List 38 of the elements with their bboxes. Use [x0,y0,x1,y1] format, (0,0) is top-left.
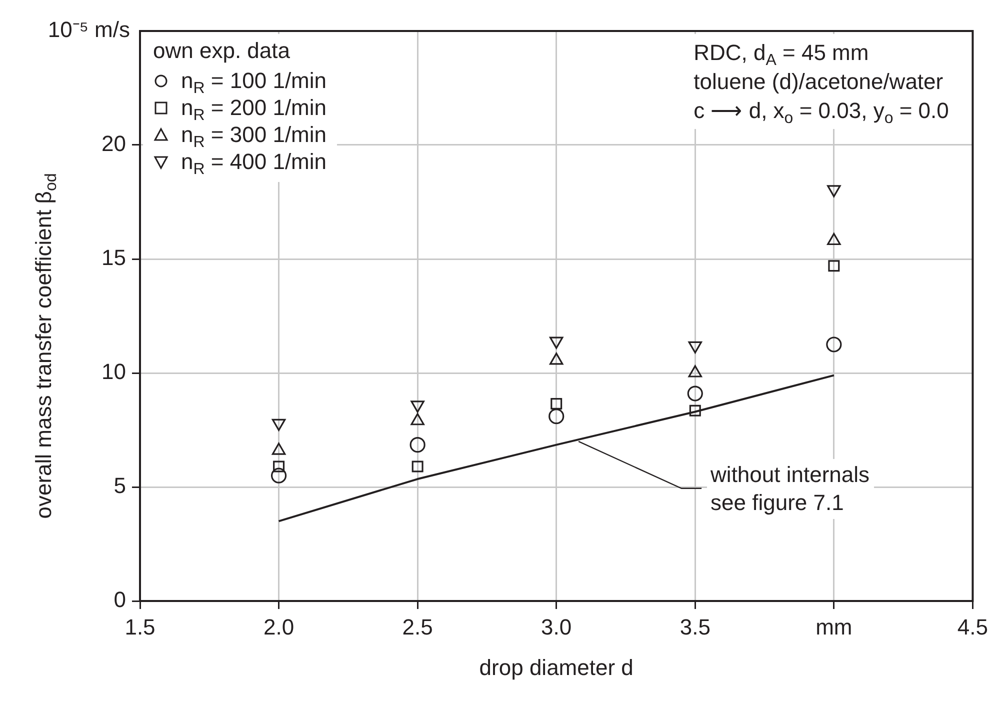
legend-title: own exp. data [153,38,291,64]
y-tick-label: 20 [102,131,126,156]
x-tick-label: 3.5 [680,614,710,640]
point [410,400,424,413]
point [550,398,562,410]
x-tick-label: mm [816,614,852,640]
point [270,468,287,484]
point [826,336,842,352]
point [548,408,564,424]
y-tick-label: 10 [102,359,126,384]
point [688,341,702,354]
x-axis-title: drop diameter d [479,655,634,681]
point [412,460,424,472]
y-tick-label: 15 [102,245,126,270]
point [828,260,840,272]
text: 10⁻⁵ m/s [48,17,130,43]
point [827,185,841,198]
legend-label: n$_{R}$ = 200 1/min [181,95,326,124]
point [273,460,285,472]
annotation: RDC, d$_{A}$ = 45 mm [694,39,870,69]
point [272,418,286,431]
y-tick-label: 0 [114,587,126,612]
point [410,437,426,453]
legend-label: n$_{R}$ = 400 1/min [181,149,326,178]
legend-label: n$_{R}$ = 300 1/min [181,122,326,151]
point [687,386,703,402]
x-tick-label: 4.5 [957,614,988,640]
annotation: without internals see figure 7.1 [706,459,874,520]
annotation: toluene (d)/acetone/water [694,68,944,96]
x-tick-label: 2.5 [402,614,433,640]
x-tick-label: 2.0 [263,614,294,640]
x-tick-label: 1.5 [124,614,156,640]
y-tick-label: 5 [114,473,126,498]
point [689,404,701,416]
annotation: c ⟶ d, x$_{o}$ = 0.03, y$_{o}$ = 0.0 [694,97,950,127]
point [549,336,564,349]
x-tick-label: 3.0 [541,614,572,640]
legend-label: n$_{R}$ = 100 1/min [181,68,326,97]
